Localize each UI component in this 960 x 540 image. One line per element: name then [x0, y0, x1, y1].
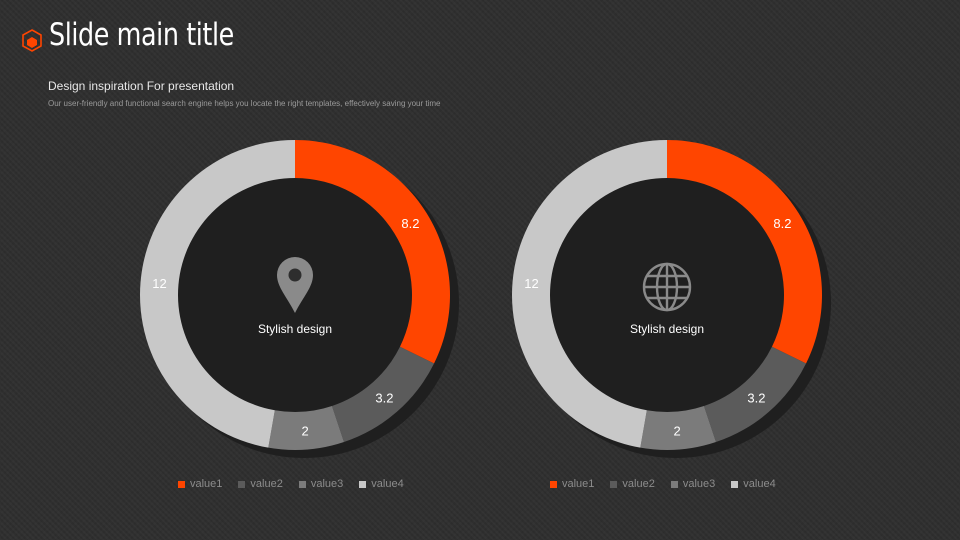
- legend-item-value3: value3: [670, 478, 716, 490]
- legend-swatch: [238, 480, 246, 488]
- location-pin-icon: [277, 257, 313, 313]
- legend-item-value2: value2: [238, 478, 283, 490]
- legend-label: value4: [743, 478, 776, 490]
- legend-swatch: [178, 480, 185, 488]
- donut-slice-value4: [512, 140, 667, 448]
- data-label-value1: 8.2: [773, 216, 791, 231]
- donut-slice-value3: [268, 406, 344, 450]
- data-label-value3: 2: [673, 424, 680, 439]
- data-label-value2: 3.2: [747, 390, 765, 405]
- center-label: Stylish design: [629, 322, 705, 336]
- donut-slice-value4: [140, 140, 295, 448]
- legend-swatch: [298, 480, 306, 488]
- legend-label: value2: [250, 478, 283, 490]
- center-label: Stylish design: [257, 322, 333, 336]
- donut-slice-value1: [295, 140, 451, 364]
- donut-slice-value2: [331, 346, 435, 443]
- globe-icon: [642, 262, 692, 312]
- data-label-value3: 2: [301, 424, 308, 439]
- cube-logo-icon: [22, 29, 42, 52]
- donut-slice-value3: [640, 406, 716, 450]
- slide-description: Our user-friendly and functional search …: [48, 99, 441, 108]
- legend-swatch: [359, 480, 367, 488]
- legend-swatch: [731, 480, 739, 488]
- data-label-value2: 3.2: [375, 390, 393, 405]
- legend-swatch: [670, 480, 678, 488]
- donut-chart-svg: 8.2 3.2 2 12: [512, 140, 831, 458]
- legend-swatch: [610, 480, 618, 488]
- slide-subtitle: Design inspiration For presentation: [48, 79, 235, 93]
- legend-item-value1: value1: [178, 478, 222, 490]
- legend-right: value1 value2 value3 value4: [550, 478, 776, 490]
- legend-label: value2: [622, 478, 655, 490]
- legend-label: value1: [190, 478, 223, 490]
- legend-item-value3: value3: [298, 478, 344, 490]
- donut-slice-value1: [667, 140, 823, 364]
- legend-label: value4: [371, 478, 404, 490]
- data-label-value4: 12: [152, 276, 166, 291]
- legend-swatch: [550, 480, 557, 488]
- data-label-value1: 8.2: [401, 216, 419, 231]
- legend-item-value4: value4: [731, 478, 776, 490]
- legend-label: value3: [310, 478, 344, 490]
- slide-title: Slide main title: [49, 17, 234, 53]
- data-label-value4: 12: [524, 276, 538, 291]
- legend-left: value1 value2 value3 value4: [178, 478, 404, 490]
- legend-item-value2: value2: [610, 478, 655, 490]
- donut-chart-svg: 8.2 3.2 2 12: [140, 140, 459, 458]
- donut-chart-left: 8.2 3.2 2 12 Stylish design: [140, 140, 480, 480]
- legend-label: value3: [682, 478, 716, 490]
- legend-item-value4: value4: [359, 478, 404, 490]
- legend-label: value1: [562, 478, 595, 490]
- legend-item-value1: value1: [550, 478, 594, 490]
- donut-chart-right: 8.2 3.2 2 12 Stylish design: [512, 140, 852, 480]
- donut-slice-value2: [703, 346, 807, 443]
